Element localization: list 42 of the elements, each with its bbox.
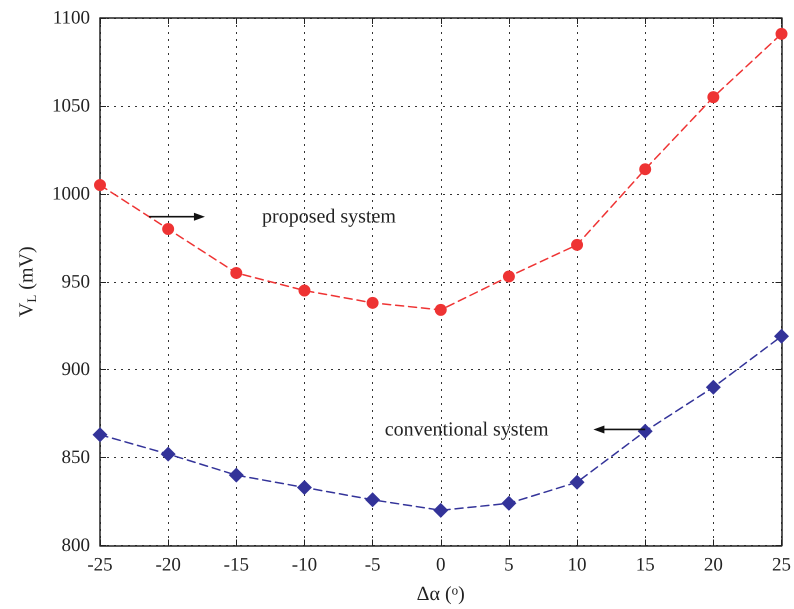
x-tick-label: -25 bbox=[87, 554, 113, 576]
x-tick-label: -10 bbox=[292, 554, 318, 576]
point bbox=[298, 284, 310, 297]
annotation: proposed system bbox=[262, 206, 396, 228]
point bbox=[502, 270, 515, 282]
point bbox=[571, 238, 584, 251]
point bbox=[366, 296, 379, 309]
y-tick-label: 950 bbox=[62, 271, 90, 292]
point bbox=[160, 446, 176, 462]
x-tick-label: 15 bbox=[636, 554, 655, 576]
point bbox=[706, 380, 721, 395]
point bbox=[92, 427, 108, 442]
y-tick-label: 850 bbox=[62, 447, 90, 468]
point bbox=[776, 28, 788, 40]
x-tick-label: 0 bbox=[436, 554, 446, 576]
point bbox=[94, 179, 106, 192]
x-tick-label: 20 bbox=[704, 554, 723, 576]
y-tick-label: 1050 bbox=[52, 95, 90, 116]
point bbox=[230, 266, 242, 279]
y-tick-label: 1100 bbox=[52, 8, 90, 28]
y-tick-label: 900 bbox=[62, 359, 90, 380]
point bbox=[707, 91, 720, 104]
x-tick-label: 10 bbox=[568, 554, 587, 576]
y-tick-label: 1000 bbox=[52, 183, 90, 204]
x-tick-label: -15 bbox=[224, 554, 249, 576]
point bbox=[501, 496, 516, 511]
x-tick-label: 25 bbox=[772, 554, 791, 576]
point bbox=[365, 492, 380, 508]
point bbox=[434, 304, 447, 316]
point bbox=[774, 328, 789, 344]
point bbox=[570, 474, 585, 490]
annotation: conventional system bbox=[384, 418, 550, 440]
x-tick-label: 5 bbox=[504, 554, 514, 576]
y-tick-label: 800 bbox=[62, 535, 90, 556]
point bbox=[639, 163, 652, 176]
point bbox=[228, 468, 244, 483]
x-tick-label: -20 bbox=[155, 554, 181, 576]
point bbox=[162, 223, 174, 235]
x-tick-label: -5 bbox=[364, 554, 381, 576]
y-axis-title: VL (mV) bbox=[16, 246, 39, 318]
point bbox=[296, 480, 312, 495]
point bbox=[433, 502, 448, 518]
